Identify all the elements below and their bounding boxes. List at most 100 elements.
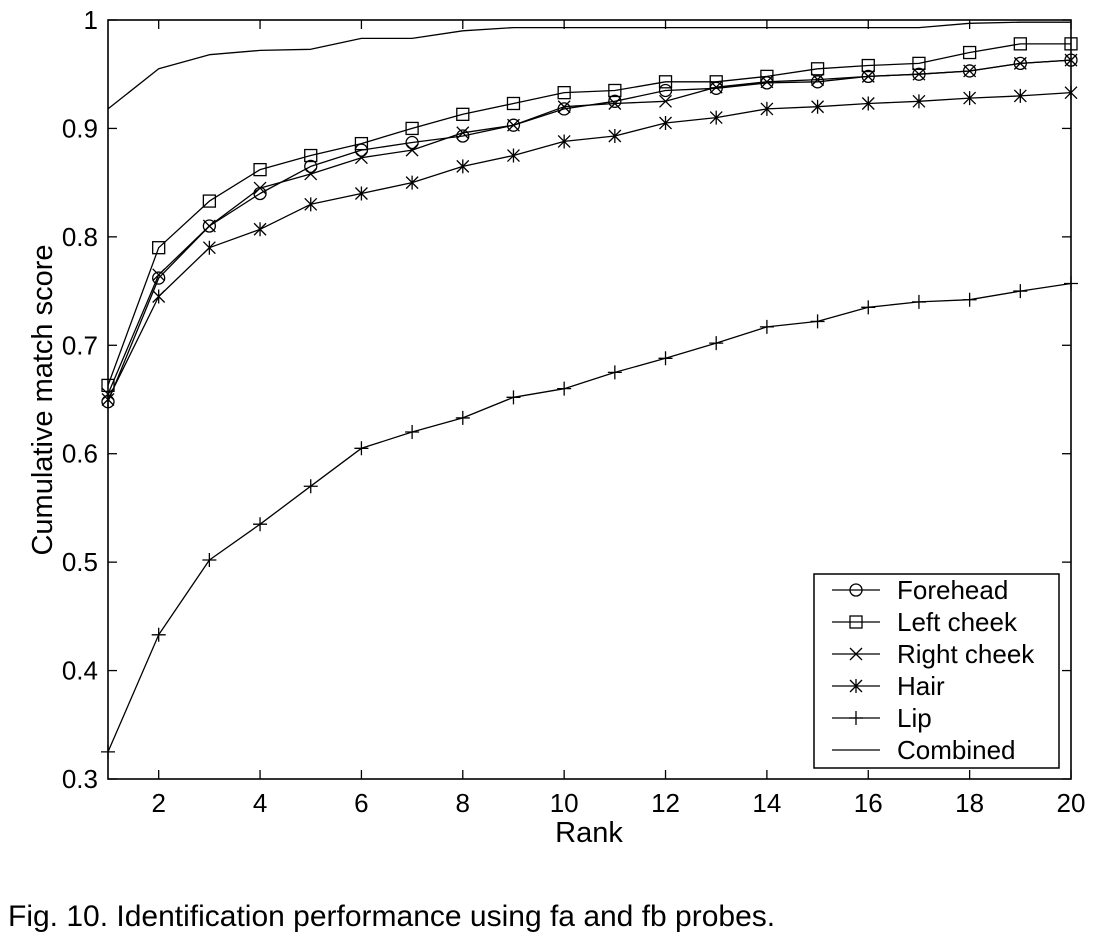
legend-label-hair: Hair [897,671,945,701]
y-tick-label: 0.6 [62,439,98,469]
data-point-lip [810,314,825,329]
data-point-right-cheek [659,94,672,108]
data-point-forehead [405,135,419,150]
data-point-right-cheek [557,100,571,114]
legend-item-forehead: Forehead [832,575,1008,605]
x-tick-label: 14 [752,788,781,818]
line-chart: 2 4 6 8 10 12 14 16 18 20 0.3 0.4 0.5 0.6 0.7 0.8 0.9 1 R… [27,5,1086,849]
data-point-left-cheek [1013,37,1027,51]
data-point-right-cheek [1013,56,1027,70]
data-point-left-cheek [810,62,825,76]
data-point-left-cheek [152,241,166,255]
data-point-lip [202,552,217,567]
series-lip [101,276,1078,759]
legend-marker-lip [849,711,863,725]
data-point-right-cheek [861,69,875,83]
x-tick-label: 16 [854,788,883,818]
legend-box [813,573,1060,769]
series-line-combined [107,21,1071,110]
data-point-hair [912,94,926,109]
data-point-lip [962,292,977,307]
data-point-hair [963,91,977,106]
data-point-lip [607,365,622,380]
x-tick-label: 6 [354,788,368,818]
data-point-lip [557,381,572,396]
legend-item-combined: Combined [832,735,1016,765]
data-point-hair [1064,85,1078,100]
x-tick-label: 10 [550,788,579,818]
data-point-forehead [608,94,622,108]
data-point-lip [861,300,876,315]
data-point-left-cheek [101,378,115,393]
x-tick-label: 4 [253,788,267,818]
data-point-forehead [456,129,470,143]
data-point-hair [507,148,520,163]
legend-label-right-cheek: Right cheek [897,639,1035,669]
data-point-hair [253,222,267,237]
data-point-right-cheek [405,143,419,157]
x-tick-label: 20 [1057,788,1086,818]
data-point-right-cheek [760,75,774,89]
series-combined [107,21,1071,110]
data-point-forehead [658,83,673,98]
legend-item-hair: Hair [832,671,945,701]
data-point-right-cheek [507,118,520,132]
x-tick-label: 18 [955,788,984,818]
data-point-right-cheek [963,64,977,78]
series-hair [101,85,1078,407]
data-point-right-cheek [608,97,622,110]
data-point-lip [709,336,724,351]
legend-marker-right-cheek [849,647,863,661]
data-point-left-cheek [506,96,521,111]
data-point-left-cheek [861,58,875,73]
data-point-lip [354,441,369,456]
y-tick-label: 1 [84,5,98,35]
data-point-right-cheek [354,151,368,165]
data-point-lip [506,390,521,405]
data-point-hair [1013,88,1027,103]
data-point-hair [608,129,622,144]
data-point-lip [303,479,318,494]
y-tick-label: 0.3 [62,764,98,794]
data-point-left-cheek [405,121,419,136]
y-tick-label: 0.4 [62,656,98,686]
data-point-left-cheek [354,136,369,151]
data-point-lip [658,351,673,366]
data-point-hair [861,96,875,111]
legend-item-left-cheek: Left cheek [832,607,1018,637]
series-line-hair [107,91,1072,400]
data-point-hair [811,99,825,114]
data-point-lip [1064,276,1078,291]
legend-label-lip: Lip [897,703,932,733]
data-point-left-cheek [253,162,267,177]
data-point-left-cheek [608,83,622,98]
y-tick-label: 0.7 [62,330,98,360]
data-point-hair [202,240,216,255]
data-point-left-cheek [658,75,673,89]
y-tick-label: 0.5 [62,547,98,577]
data-point-right-cheek [709,80,723,94]
data-point-right-cheek [304,167,318,181]
data-point-right-cheek [912,67,926,81]
data-point-hair [760,101,774,116]
figure-caption: Fig. 10. Identification performance usin… [8,900,776,933]
data-point-hair [659,116,672,131]
legend-item-right-cheek: Right cheek [832,639,1035,669]
data-point-left-cheek [202,194,217,208]
data-point-right-cheek [152,268,166,282]
data-point-left-cheek [912,56,926,71]
legend-label-combined: Combined [897,735,1016,765]
x-axis-title: Rank [555,817,623,849]
series-line-left-cheek [107,43,1071,386]
legend-marker-hair [849,679,863,693]
axis-ticks: 2 4 6 8 10 12 14 16 18 20 0.3 0.4 0.5 0.6 0.7 0.8 0.9 1 [62,5,1086,818]
x-tick-label: 12 [651,788,680,818]
data-point-right-cheek [202,219,216,233]
x-tick-label: 2 [151,788,165,818]
data-point-forehead [202,219,217,233]
legend-item-lip: Lip [832,703,932,733]
data-point-hair [456,159,470,174]
legend-marker-forehead [849,583,863,597]
data-point-lip [405,425,420,440]
